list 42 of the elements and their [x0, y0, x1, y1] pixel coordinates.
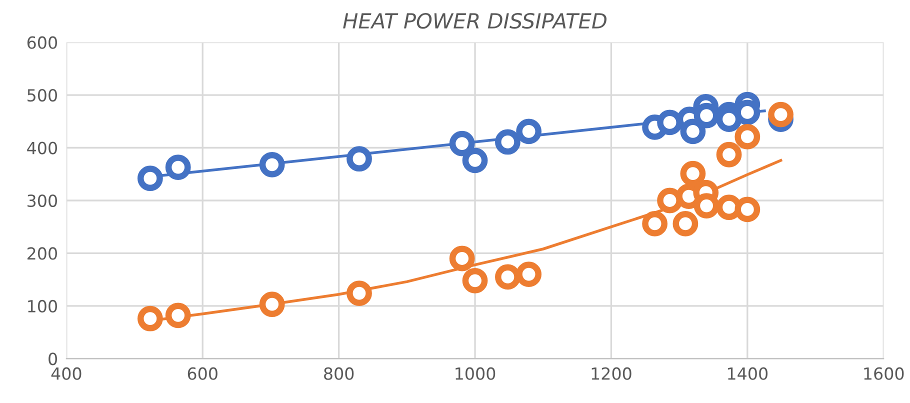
point [768, 102, 794, 128]
point [495, 129, 520, 155]
point [734, 124, 760, 150]
point [259, 292, 285, 318]
point [259, 152, 285, 178]
point [346, 146, 372, 172]
point [449, 130, 475, 156]
point [642, 210, 668, 236]
point [694, 193, 720, 218]
point [346, 280, 372, 306]
point [716, 142, 742, 168]
point [734, 196, 760, 222]
point [137, 306, 163, 332]
point [680, 118, 706, 144]
x-tick-label: 1000 [456, 367, 496, 380]
y-tick-label: 600 [27, 36, 57, 49]
point [516, 118, 542, 144]
point [672, 210, 698, 236]
y-tick-label: 500 [28, 89, 57, 102]
y-tick-label: 400 [27, 142, 57, 154]
y-tick-label: 300 [28, 194, 57, 208]
y-tick-label: 100 [28, 300, 57, 313]
x-tick-label: 400 [51, 367, 82, 380]
point [680, 160, 706, 186]
point [657, 188, 682, 214]
point [449, 246, 475, 272]
y-tick-label: 200 [28, 247, 57, 260]
y-tick-label: 0 [48, 352, 57, 366]
x-tick-label: 1600 [864, 367, 904, 380]
x-tick-label: 1200 [592, 367, 632, 380]
point [462, 268, 488, 294]
x-tick-label: 600 [188, 367, 218, 380]
point [137, 166, 163, 192]
point [495, 264, 520, 290]
point [165, 154, 191, 180]
chart-title: HEAT POWER DISSIPATED [343, 12, 606, 29]
point [657, 110, 682, 136]
point [462, 148, 488, 174]
x-tick-label: 800 [324, 367, 354, 380]
x-tick-label: 1400 [728, 367, 768, 380]
point [165, 302, 191, 328]
point [516, 262, 542, 288]
